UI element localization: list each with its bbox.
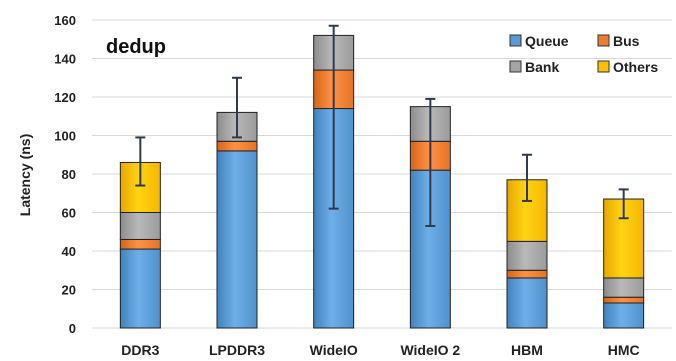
error-bar xyxy=(328,24,339,210)
bar-segment-bank xyxy=(506,240,548,271)
x-category-label: HMC xyxy=(608,342,640,358)
legend-item-bus: Bus xyxy=(597,33,640,49)
x-category-label: LPDDR3 xyxy=(209,342,265,358)
x-category-label: HBM xyxy=(511,342,543,358)
legend-swatch xyxy=(509,60,522,73)
gridlines xyxy=(92,19,672,329)
error-bar xyxy=(135,136,146,187)
y-tick-label: 0 xyxy=(69,321,76,336)
bar-segment-bus xyxy=(603,296,645,304)
x-category-label: WideIO xyxy=(310,342,358,358)
legend: Queue Bus Bank Others xyxy=(509,33,658,75)
bar-segment-queue xyxy=(216,150,258,329)
error-bar xyxy=(425,97,436,227)
y-axis-ticks: 0 20 40 60 80 100 120 140 160 xyxy=(54,13,76,336)
x-category-label: WideIO 2 xyxy=(400,342,460,358)
legend-label: Bus xyxy=(613,33,640,49)
legend-item-others: Others xyxy=(597,59,658,75)
bar-segment-bus xyxy=(506,269,548,279)
legend-item-queue: Queue xyxy=(509,33,569,49)
error-bars xyxy=(135,24,629,227)
legend-swatch xyxy=(509,34,522,47)
legend-label: Queue xyxy=(525,33,569,49)
bar-segment-bus xyxy=(216,140,258,152)
y-tick-label: 120 xyxy=(54,90,76,105)
y-tick-label: 160 xyxy=(54,13,76,28)
chart-title: dedup xyxy=(106,36,166,58)
bar-segment-queue xyxy=(506,277,548,329)
y-tick-label: 60 xyxy=(62,206,76,221)
x-axis-categories: DDR3 LPDDR3 WideIO WideIO 2 HBM HMC xyxy=(121,342,639,358)
bars xyxy=(119,34,645,329)
bar-segment-bank xyxy=(603,277,645,298)
y-tick-label: 20 xyxy=(62,283,76,298)
x-category-label: DDR3 xyxy=(121,342,159,358)
y-tick-label: 40 xyxy=(62,244,76,259)
error-bar xyxy=(232,76,242,139)
bar-segment-queue xyxy=(119,248,161,329)
y-axis-title: Latency (ns) xyxy=(17,134,33,216)
y-tick-label: 80 xyxy=(62,167,76,182)
bar-segment-queue xyxy=(603,302,645,329)
legend-item-bank: Bank xyxy=(509,59,559,75)
legend-label: Bank xyxy=(525,59,559,75)
bar-segment-bank xyxy=(119,212,161,240)
y-tick-label: 140 xyxy=(54,52,76,67)
y-tick-label: 100 xyxy=(54,129,76,144)
legend-swatch xyxy=(597,60,610,73)
bar-segment-bus xyxy=(119,238,161,250)
error-bar xyxy=(522,153,532,202)
error-bar xyxy=(618,188,629,220)
legend-label: Others xyxy=(613,59,658,75)
legend-swatch xyxy=(597,34,610,47)
